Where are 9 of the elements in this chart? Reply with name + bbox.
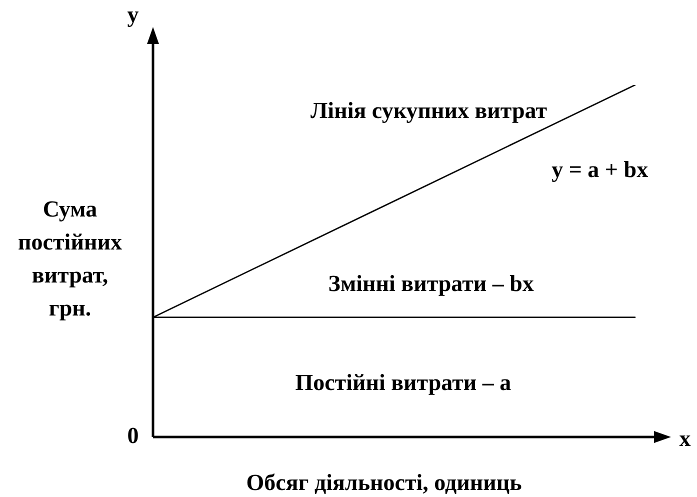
y-axis-title: Сума постійних витрат, грн. bbox=[18, 196, 122, 320]
annotation: 0 bbox=[127, 422, 139, 448]
x-axis-title: Обсяг діяльності, одиниць bbox=[246, 470, 522, 495]
annotation: y = a + bx bbox=[552, 156, 649, 182]
series-label: Лінія сукупних витрат bbox=[310, 98, 548, 123]
annotation: x bbox=[679, 426, 692, 451]
annotation: Змінні витрати – bx bbox=[328, 270, 534, 296]
text: y bbox=[127, 2, 140, 27]
annotation: Постійні витрати – a bbox=[295, 370, 512, 395]
